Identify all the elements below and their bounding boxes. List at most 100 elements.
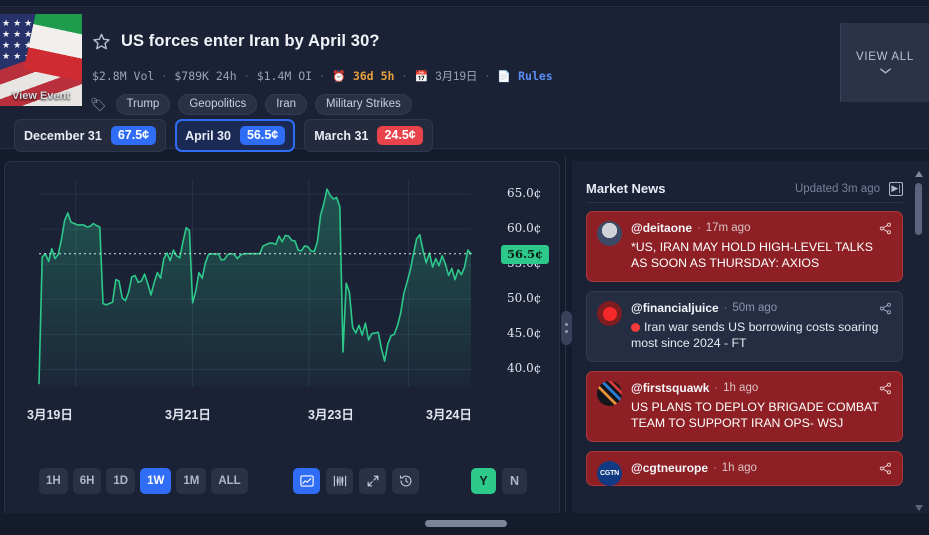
news-scrollbar[interactable] [912,171,925,511]
firstsquawk-avatar [597,381,622,406]
countdown-days: 36d [352,69,374,83]
meta-sep-2: · [243,70,250,82]
chart-tools [293,468,419,494]
handle-dot [565,330,568,333]
financialjuice-avatar [597,301,622,326]
range-1m[interactable]: 1M [176,468,207,494]
tag-iran[interactable]: Iran [265,94,308,115]
side-yes-button[interactable]: Y [471,468,496,494]
tag-military-strikes[interactable]: Military Strikes [315,94,412,115]
countdown-hours: 5h [380,69,395,83]
news-sep: · [714,382,719,394]
rules-link[interactable]: Rules [518,69,553,83]
news-updated-label: Updated 3m ago [794,182,880,195]
outcome-price: 24.5¢ [377,126,423,145]
share-icon[interactable] [879,302,892,315]
y-axis-labels: 65.0¢ 60.0¢ 55.0¢ 50.0¢ 45.0¢ 40.0¢ [503,162,555,432]
chart-area[interactable]: 3月19日 3月21日 3月23日 3月24日 65.0¢ 60.0¢ 55.0… [5,162,559,432]
meta-date: 3月19日 [435,71,478,83]
news-handle[interactable]: @cgtneurope [631,461,709,475]
news-item-financialjuice[interactable]: @financialjuice · 50m ago Iran war sends… [586,291,903,362]
chart-controls: 1H 6H 1D 1W 1M ALL [5,468,559,500]
y-tick-5: 40.0¢ [507,361,542,376]
news-time: 17m ago [705,222,751,234]
share-icon[interactable] [879,462,892,475]
outcome-april-30[interactable]: April 30 56.5¢ [175,119,296,152]
panel-expand-icon[interactable]: ▶| [889,181,903,196]
panel-divider [560,157,572,513]
news-time: 50m ago [732,302,778,314]
range-1w[interactable]: 1W [140,468,172,494]
news-text-wrap: Iran war sends US borrowing costs soarin… [631,320,892,351]
title-row: US forces enter Iran by April 30? [92,32,380,51]
tag-geopolitics[interactable]: Geopolitics [178,94,258,115]
red-dot-icon [631,323,640,332]
outcome-price: 56.5¢ [239,126,286,145]
view-all-button[interactable]: VIEW ALL [840,23,929,102]
cgtneurope-avatar: CGTN [597,461,622,486]
news-text: Iran war sends US borrowing costs soarin… [631,320,879,350]
news-item-deitaone[interactable]: @deitaone · 17m ago *US, IRAN MAY HOLD H… [586,211,903,282]
share-icon[interactable] [879,382,892,395]
news-handle[interactable]: @deitaone [631,221,693,235]
range-selector: 1H 6H 1D 1W 1M ALL [39,468,248,494]
news-handle[interactable]: @financialjuice [631,301,719,315]
horizontal-scrollbar-thumb[interactable] [425,520,507,527]
market-news-panel: Market News Updated 3m ago ▶| @deitaone … [572,161,929,517]
tag-row: 🏷 Trump Geopolitics Iran Military Strike… [90,94,412,115]
range-1h[interactable]: 1H [39,468,68,494]
chevron-down-icon [879,67,891,74]
candlestick-icon[interactable] [326,468,353,494]
news-header: Market News Updated 3m ago ▶| [586,175,903,203]
outcome-december-31[interactable]: December 31 67.5¢ [14,119,167,152]
outcome-selector: December 31 67.5¢ April 30 56.5¢ March 3… [14,119,433,152]
market-meta: $2.8M Vol · $789K 24h · $1.4M OI · ⏰ 36d… [92,68,553,84]
event-thumbnail[interactable]: ★★★★ ★★★★ ★★★★ ★★★★ View Event [0,14,82,106]
horizontal-scrollbar[interactable] [0,513,929,535]
x-tick-3: 3月24日 [426,408,472,422]
scroll-down-arrow-icon[interactable] [915,505,923,511]
news-scrollbar-thumb[interactable] [915,183,922,235]
history-clock-icon[interactable] [392,468,419,494]
news-item-firstsquawk[interactable]: @firstsquawk · 1h ago US PLANS TO DEPLOY… [586,371,903,442]
meta-sep-4: · [401,70,408,82]
news-time: 1h ago [723,382,759,394]
view-event-label: View Event [12,90,70,102]
news-list[interactable]: @deitaone · 17m ago *US, IRAN MAY HOLD H… [586,211,903,517]
tag-trump[interactable]: Trump [115,94,171,115]
y-tick-0: 65.0¢ [507,186,542,201]
calendar-icon: 📅 [414,69,429,83]
deitaone-avatar [597,221,622,246]
range-6h[interactable]: 6H [72,468,102,494]
scroll-up-arrow-icon[interactable] [915,171,923,177]
meta-volume: $2.8M Vol [92,69,155,83]
flag-stars: ★★★★ ★★★★ ★★★★ ★★★★ [2,18,47,61]
news-sep: · [697,222,701,234]
star-outline-icon[interactable] [92,32,111,51]
y-tick-1: 60.0¢ [507,221,542,236]
news-item-meta: @cgtneurope · 1h ago [631,461,892,475]
news-time: 1h ago [721,462,757,474]
body: 3月19日 3月21日 3月23日 3月24日 65.0¢ 60.0¢ 55.0… [0,157,929,517]
outcome-march-31[interactable]: March 31 24.5¢ [304,119,433,152]
panel-resize-handle[interactable] [561,311,572,345]
expand-arrows-icon[interactable] [359,468,386,494]
news-item-meta: @deitaone · 17m ago [631,221,892,235]
share-icon[interactable] [879,222,892,235]
line-chart-icon[interactable] [293,468,320,494]
page-title: US forces enter Iran by April 30? [121,32,380,50]
outcome-label: April 30 [185,128,231,143]
news-item-cgtneurope[interactable]: CGTN @cgtneurope · 1h ago [586,451,903,486]
x-axis-labels: 3月19日 3月21日 3月23日 3月24日 [5,404,559,434]
range-1d[interactable]: 1D [106,468,136,494]
side-no-button[interactable]: N [502,468,527,494]
news-sep: · [713,462,717,474]
price-line-chart[interactable] [5,172,475,407]
news-handle[interactable]: @firstsquawk [631,381,710,395]
tag-icon: 🏷 [90,96,107,112]
range-all[interactable]: ALL [211,468,248,494]
price-chart-panel: 3月19日 3月21日 3月23日 3月24日 65.0¢ 60.0¢ 55.0… [4,161,560,517]
news-sep: · [723,302,728,314]
x-tick-1: 3月21日 [165,408,211,422]
